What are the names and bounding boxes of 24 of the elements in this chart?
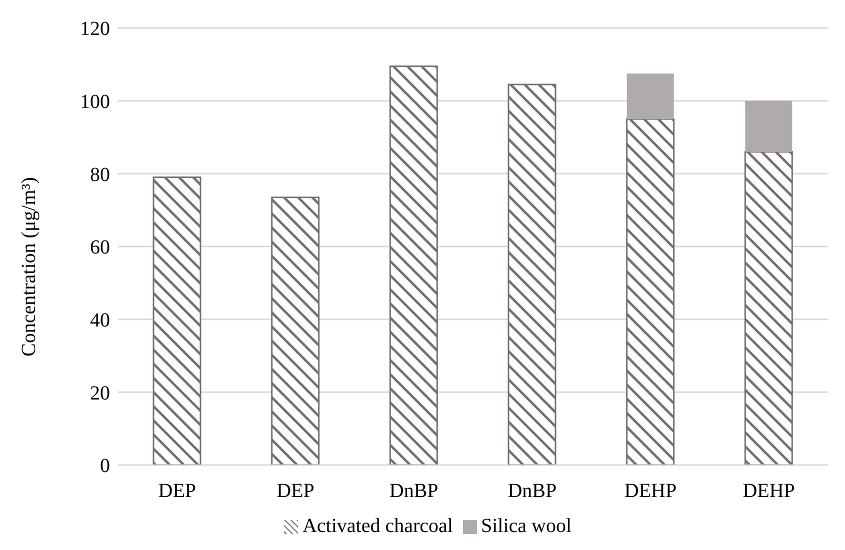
x-tick-label: DEHP (742, 480, 795, 502)
y-tick-label: 0 (100, 455, 110, 478)
x-tick-label: DEP (276, 480, 314, 502)
y-axis-title: Concentration (μg/m³) (18, 177, 40, 356)
bar (271, 196, 320, 465)
legend-label: Silica wool (480, 515, 572, 537)
bar (626, 74, 674, 120)
bar (389, 65, 438, 465)
bar (508, 84, 556, 465)
bar (626, 118, 675, 465)
x-tick-label: DEP (158, 480, 196, 502)
bar (745, 100, 792, 152)
y-tick-label: 80 (90, 164, 110, 186)
x-tick-label: DnBP (389, 480, 438, 502)
y-tick-label: 20 (90, 382, 110, 404)
y-tick-label: 60 (90, 236, 110, 259)
y-tick-label: 100 (80, 90, 110, 113)
y-tick-label: 40 (90, 309, 110, 332)
x-tick-label: DEHP (624, 480, 677, 502)
bar (744, 151, 793, 465)
legend-label: Activated charcoal (302, 515, 453, 537)
bar (152, 176, 202, 465)
x-tick-label: DnBP (508, 480, 557, 502)
y-tick-label: 120 (80, 18, 110, 40)
